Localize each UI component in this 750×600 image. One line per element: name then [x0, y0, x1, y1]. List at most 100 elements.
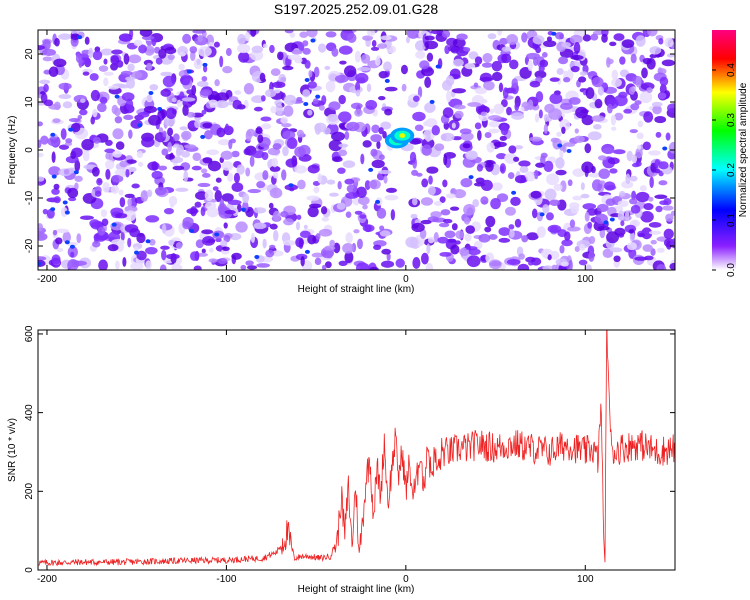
heatmap-cell: [178, 63, 185, 71]
heatmap-cell: [499, 135, 507, 141]
heatmap-cell: [171, 97, 177, 103]
colorbar-tick-label: 0.4: [726, 63, 737, 77]
heatmap-cell: [587, 221, 593, 229]
heatmap-cell-strong: [114, 94, 120, 99]
heatmap-cell: [244, 32, 250, 42]
heatmap-cell: [270, 68, 281, 76]
heatmap-cell: [42, 56, 53, 62]
heatmap-cell: [514, 145, 524, 150]
heatmap-cell: [454, 110, 464, 119]
heatmap-cell: [277, 51, 284, 61]
heatmap-cell-strong: [68, 127, 74, 132]
heatmap-cell: [488, 233, 498, 240]
heatmap-cell: [362, 204, 368, 210]
heatmap-cell: [439, 251, 452, 257]
heatmap-cell: [125, 168, 130, 178]
heatmap-cell: [75, 53, 82, 63]
heatmap-cell: [168, 239, 175, 246]
heatmap-cell-strong: [64, 240, 70, 245]
heatmap-cell-strong: [64, 210, 70, 215]
heatmap-cell: [412, 111, 426, 122]
heatmap-cell: [521, 32, 528, 43]
heatmap-cell: [556, 67, 564, 75]
heatmap-cell: [296, 129, 305, 138]
heatmap-cell: [337, 181, 342, 190]
heatmap-cell: [421, 178, 429, 188]
heatmap-cell: [270, 105, 277, 114]
heatmap-cell: [658, 92, 667, 100]
heatmap-cell: [546, 173, 560, 186]
heatmap-cell: [54, 37, 60, 47]
heatmap-cell: [631, 154, 638, 163]
heatmap-cell: [307, 164, 320, 174]
heatmap-cell: [82, 71, 90, 76]
heatmap-cell: [252, 150, 265, 159]
heatmap-cell: [237, 203, 242, 213]
heatmap-cell: [580, 182, 585, 191]
heatmap-cell: [370, 148, 378, 157]
heatmap-cell-strong: [551, 31, 557, 36]
heatmap-cell: [43, 83, 49, 93]
heatmap-cell: [38, 121, 43, 127]
heatmap-cell: [598, 168, 611, 180]
heatmap-cell: [204, 189, 214, 202]
heatmap-cell: [202, 157, 213, 164]
heatmap-cell: [410, 213, 418, 219]
heatmap-cell: [70, 122, 81, 133]
heatmap-cell: [58, 82, 72, 90]
heatmap-cell: [88, 47, 94, 59]
heatmap-cell-strong: [145, 239, 151, 244]
heatmap-cell: [601, 33, 608, 43]
heatmap-cell: [183, 170, 189, 183]
heatmap-cell: [251, 45, 264, 54]
heatmap-cell: [540, 155, 546, 165]
heatmap-cell: [253, 106, 263, 112]
heatmap-cell: [371, 159, 385, 169]
heatmap-cell: [637, 144, 642, 150]
heatmap-cell: [94, 190, 102, 197]
heatmap-cell: [564, 231, 571, 241]
heatmap-cell: [452, 189, 467, 199]
heatmap-cell: [115, 260, 120, 270]
heatmap-cell: [181, 97, 196, 102]
heatmap-cell: [376, 207, 387, 219]
heatmap-cell: [474, 56, 483, 65]
heatmap-cell: [165, 107, 177, 120]
heatmap-cell: [145, 260, 152, 270]
heatmap-cell: [60, 207, 68, 218]
heatmap-cell: [603, 181, 616, 191]
heatmap-cell: [101, 218, 109, 227]
heatmap-cell: [365, 99, 378, 110]
heatmap-cell: [465, 246, 478, 251]
heatmap-cell: [328, 139, 343, 152]
heatmap-cell: [287, 54, 302, 61]
heatmap-cell: [489, 108, 494, 115]
heatmap-cell: [639, 91, 653, 104]
heatmap-cell: [212, 186, 219, 191]
heatmap-cell: [186, 111, 196, 118]
heatmap-cell: [231, 150, 240, 158]
heatmap-cell: [425, 262, 434, 270]
heatmap-cell: [591, 76, 604, 88]
heatmap-cell: [145, 246, 158, 255]
heatmap-cell: [161, 249, 167, 261]
heatmap-cell: [383, 175, 388, 184]
heatmap-cell: [261, 123, 272, 130]
heatmap-cell: [334, 74, 349, 83]
heatmap-cell: [336, 202, 346, 210]
heatmap-cell-strong: [429, 99, 435, 104]
heatmap-cell: [295, 237, 305, 248]
heatmap-cell: [628, 229, 634, 234]
heatmap-cell: [378, 96, 386, 101]
heatmap-cell: [326, 113, 340, 125]
heatmap-cell: [426, 166, 439, 174]
snr-x-tick-label: -200: [37, 574, 57, 585]
heatmap-cell: [265, 249, 275, 258]
heatmap-cell: [256, 263, 271, 268]
heatmap-cell: [585, 87, 595, 99]
heatmap-cell: [345, 232, 353, 244]
heatmap-cell: [668, 141, 675, 154]
heatmap-cell: [102, 182, 110, 193]
heatmap-cell: [549, 199, 561, 207]
heatmap-cell: [158, 48, 167, 59]
